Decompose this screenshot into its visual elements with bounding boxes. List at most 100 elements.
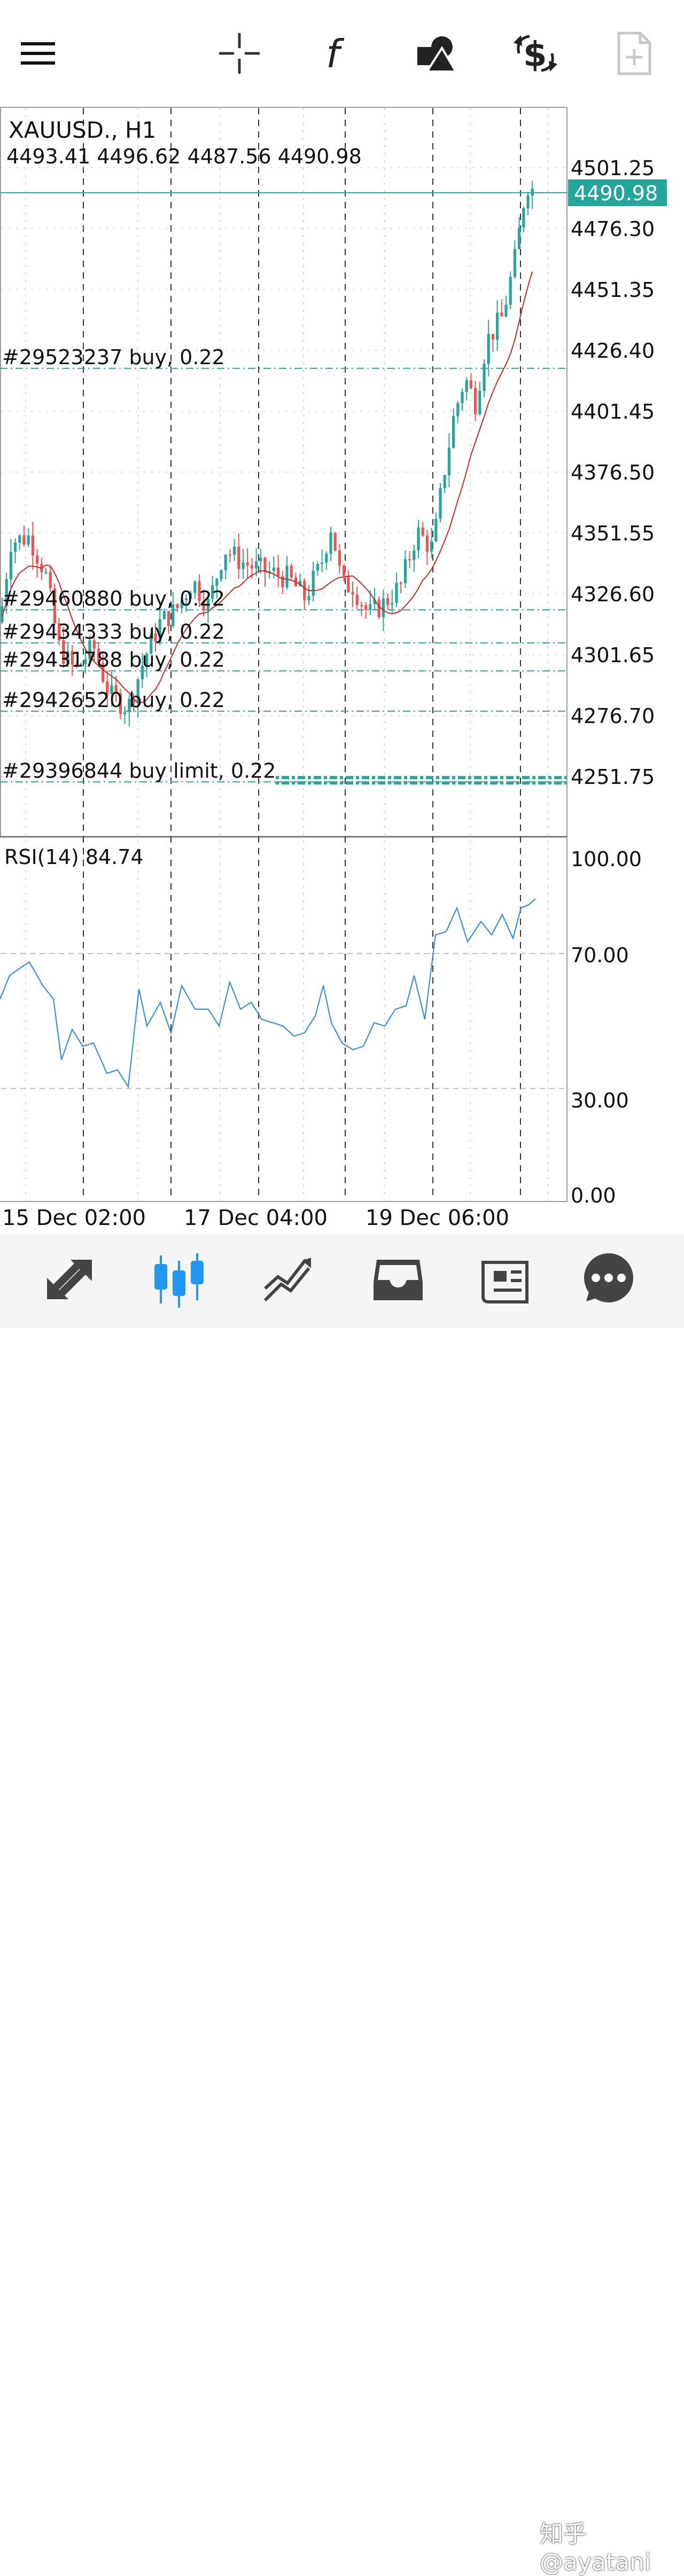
candle-body [487, 334, 490, 364]
candle-body [303, 581, 306, 601]
candle-body [97, 648, 100, 663]
candle-body [277, 567, 280, 577]
rsi-axis: 100.00 70.00 30.00 0.00 [571, 847, 642, 1207]
messages-icon[interactable] [571, 1245, 646, 1314]
rsi-title: RSI(14) 84.74 [4, 845, 144, 869]
candle-body [246, 562, 249, 566]
candle-body [268, 571, 271, 573]
order-lines [0, 367, 566, 785]
symbol-timeframe: XAUUSD., H1 [9, 117, 156, 143]
order-labels: #29523237 buy, 0.22 #29460880 buy, 0.22 #2… [2, 345, 276, 782]
candle-body [386, 598, 390, 605]
candle-body [259, 557, 262, 562]
moving-average-line [2, 271, 533, 703]
crosshair-icon[interactable] [207, 21, 271, 85]
candle-body [373, 599, 376, 604]
menu-icon[interactable] [6, 21, 71, 85]
current-price-tag [568, 179, 667, 206]
candle-body [391, 603, 394, 605]
candle-body [80, 664, 83, 665]
svg-text:$: $ [523, 35, 547, 75]
candle-body [167, 611, 170, 626]
candle-body [180, 600, 183, 608]
order-label: #29523237 buy, 0.22 [2, 345, 225, 369]
rsi-level-label: 30.00 [571, 1089, 629, 1112]
candle-body [403, 559, 407, 583]
candle-body [228, 554, 231, 556]
candle-body [53, 588, 56, 623]
candle-body [62, 640, 65, 664]
candle-body [176, 604, 179, 608]
chart-area[interactable]: XAUUSD., H1 4493.41 4496.62 4487.56 4490… [0, 107, 684, 1234]
candle-body [263, 557, 267, 573]
candle-body [224, 554, 227, 571]
news-icon[interactable] [470, 1245, 545, 1314]
candle-body [496, 312, 499, 340]
candle-body [44, 572, 48, 574]
candle-body [355, 594, 359, 605]
candle-body [36, 555, 39, 564]
add-document-icon [602, 21, 666, 85]
chart-icon[interactable] [142, 1245, 216, 1314]
candle-body [360, 604, 363, 606]
candle-body [504, 304, 508, 317]
candle-body [316, 563, 319, 571]
price-label: 4451.35 [571, 278, 655, 302]
candle-body [465, 380, 468, 392]
candle-body [27, 535, 30, 545]
candle-body [215, 579, 219, 586]
candle-body [281, 576, 284, 587]
candle-body [184, 598, 188, 601]
candle-body [18, 535, 21, 543]
candle-body [141, 665, 144, 680]
candle-body [417, 528, 420, 551]
function-icon[interactable]: f [306, 21, 370, 85]
candle-body [478, 390, 481, 414]
price-label: 4476.30 [571, 217, 655, 241]
candle-body [377, 599, 380, 617]
candle-body [421, 528, 424, 536]
candle-body [312, 570, 315, 596]
watermark: 知乎 @ayatani [540, 2520, 651, 2576]
ohlc-values: 4493.41 4496.62 4487.56 4490.98 [6, 145, 362, 168]
history-icon[interactable] [361, 1245, 436, 1314]
bottom-navigation: 知乎 @ayatani [0, 1234, 684, 2576]
candle-body [22, 535, 26, 545]
current-price-value: 4490.98 [574, 182, 658, 205]
candle-body [136, 679, 139, 703]
trade-nav-icon[interactable] [251, 1245, 326, 1314]
candle-body [5, 579, 8, 607]
candle-body [272, 567, 275, 571]
price-label: 4351.55 [571, 522, 655, 545]
price-chart[interactable]: XAUUSD., H1 4493.41 4496.62 4487.56 4490… [0, 107, 684, 1234]
candle-body [162, 611, 166, 619]
candle-body [84, 659, 87, 664]
price-label: 4326.60 [571, 583, 655, 606]
candle-body [114, 685, 118, 694]
order-label: #29460880 buy, 0.22 [2, 587, 225, 610]
candle-body [413, 550, 416, 560]
quotes-icon[interactable] [32, 1245, 107, 1314]
price-label: 4376.50 [571, 461, 655, 484]
candle-body [456, 403, 460, 417]
candle-body [58, 623, 61, 641]
candle-body [158, 619, 161, 642]
trade-icon[interactable]: $ [503, 21, 568, 85]
candle-body [430, 541, 433, 552]
candle-body [128, 698, 131, 712]
candle-body [518, 227, 521, 249]
candle-body [474, 388, 477, 414]
candle-body [307, 595, 310, 601]
top-toolbar: f $ [0, 0, 684, 107]
shapes-icon[interactable] [405, 21, 469, 85]
candle-body [434, 519, 438, 541]
candle-body [145, 654, 149, 666]
rsi-level-label: 0.00 [571, 1184, 616, 1207]
candle-body [119, 693, 122, 714]
price-label: 4501.25 [571, 156, 655, 180]
candle-body [285, 566, 289, 587]
candle-body [347, 576, 350, 593]
candle-body [321, 562, 324, 564]
candle-body [233, 546, 236, 555]
candle-body [483, 364, 486, 391]
